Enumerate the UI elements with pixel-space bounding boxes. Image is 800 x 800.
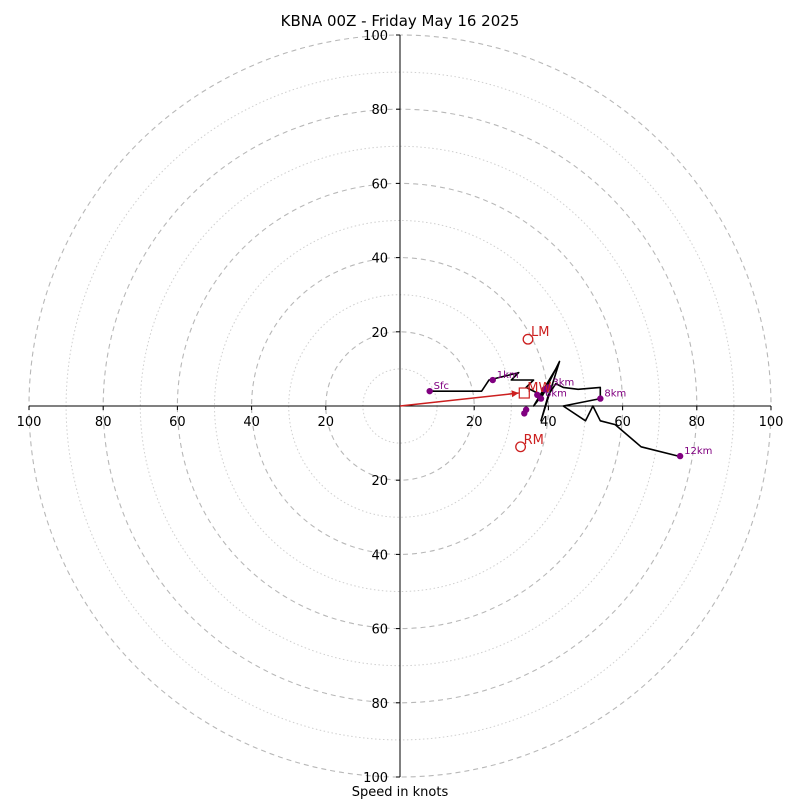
height-marker-dot [597, 395, 604, 402]
right-mover-marker [515, 441, 527, 453]
x-tick-label: 80 [689, 415, 706, 430]
hodograph-series [429, 360, 679, 457]
y-tick-label: 100 [363, 771, 388, 786]
y-tick-label: 60 [371, 177, 388, 192]
x-tick-label: 20 [466, 415, 483, 430]
x-tick-label: 40 [540, 415, 557, 430]
y-tick-label: 60 [371, 623, 388, 638]
height-marker-dot [676, 452, 684, 460]
y-tick-label: 100 [363, 29, 388, 44]
right-mover-label: RM [524, 433, 544, 448]
height-marker-dot [537, 395, 545, 402]
height-marker-label: Sfc [434, 381, 449, 392]
x-axis-label: Speed in knots [352, 785, 449, 800]
x-tick-label: 60 [169, 415, 186, 430]
left-mover-label: LM [531, 325, 549, 340]
y-tick-label: 80 [371, 103, 388, 118]
shear-vector-arrowhead [511, 390, 519, 398]
shear-vector-line [399, 392, 519, 407]
height-marker-label: 8km [604, 389, 626, 400]
storm-motion: MW LM RM [399, 325, 552, 453]
y-tick-label: 40 [371, 252, 388, 267]
y-tick-label: 20 [371, 474, 388, 489]
mean-wind-label: MW [527, 381, 551, 396]
chart-title: KBNA 00Z - Friday May 16 2025 [281, 12, 520, 30]
height-marker-dot [426, 387, 433, 395]
height-marker-dot [521, 410, 528, 417]
x-tick-label: 60 [614, 415, 631, 430]
y-tick-label: 40 [371, 548, 388, 563]
height-marker-label: 12km [684, 446, 712, 457]
height-marker-label: 1km [497, 370, 519, 381]
x-tick-label: 100 [759, 415, 784, 430]
hodograph-line [429, 360, 679, 457]
mean-wind-marker [518, 387, 530, 399]
x-tick-label: 20 [318, 415, 335, 430]
height-marker-dot [541, 386, 548, 393]
x-tick-label: 100 [17, 415, 42, 430]
x-tick-label: 80 [95, 415, 112, 430]
left-mover-marker [522, 333, 534, 345]
height-marker-label: 3km [552, 377, 574, 388]
height-marker-dot [489, 376, 496, 384]
height-marker-label: 6km [545, 389, 567, 400]
y-tick-label: 80 [371, 697, 388, 712]
x-tick-label: 40 [243, 415, 260, 430]
tick-labels: 20 20 20 20 40 40 40 40 60 60 60 60 80 80 80 80 100 100 10… [17, 29, 784, 786]
y-tick-label: 20 [371, 326, 388, 341]
